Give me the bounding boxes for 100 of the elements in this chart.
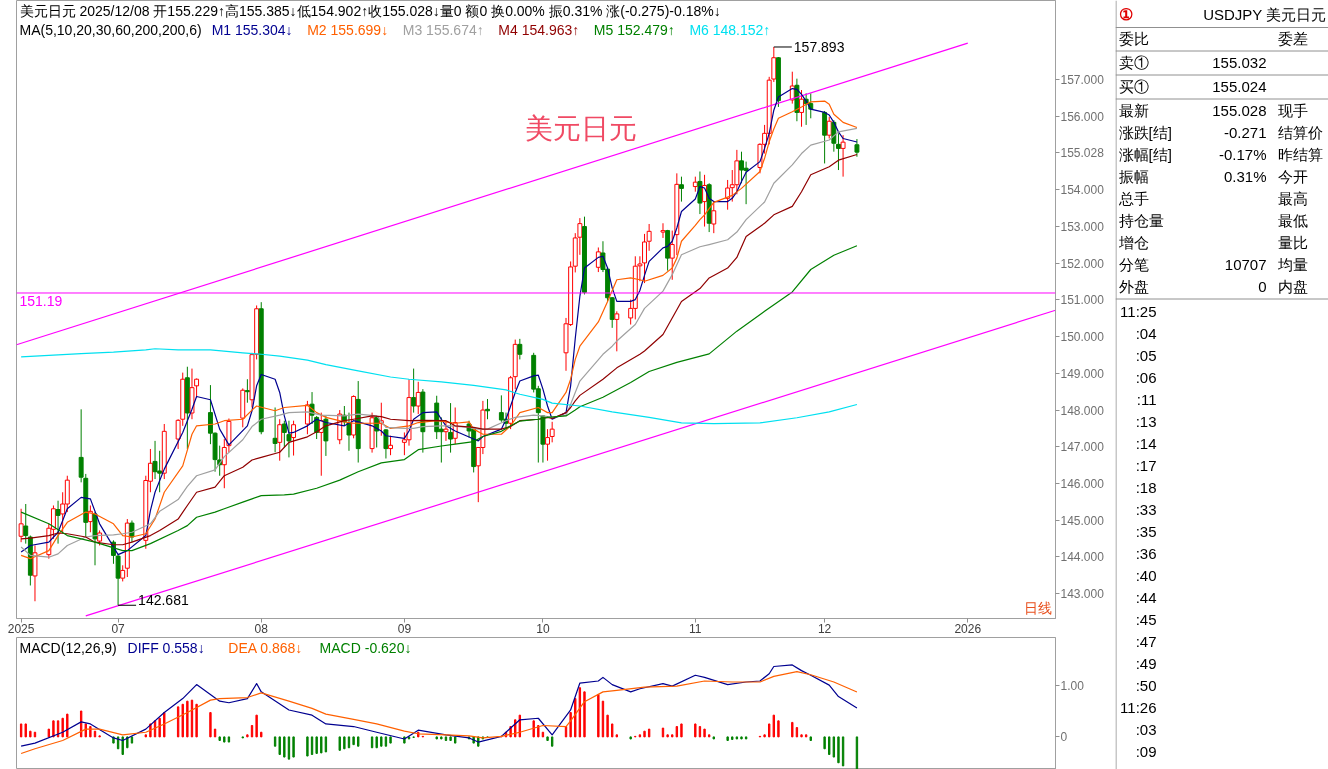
- y-tick-label: 153.000: [1060, 220, 1105, 235]
- category-label: 最高: [1277, 190, 1308, 207]
- y-tick-label: 145.000: [1060, 513, 1105, 528]
- category-label: 持仓量: [1118, 212, 1164, 229]
- category-label: 委差: [1277, 30, 1308, 47]
- category-label: 总手: [1117, 190, 1149, 207]
- category-label: 昨结算: [1277, 146, 1323, 163]
- candlestick: [23, 503, 29, 545]
- y-tick-label: 148.000: [1060, 403, 1105, 418]
- candlestick: [498, 394, 504, 423]
- text: 155.032: [1212, 53, 1267, 71]
- candlestick: [517, 338, 523, 360]
- candlestick: [485, 398, 490, 420]
- y-tick-label: 151.000: [1060, 293, 1105, 308]
- text: USDJPY 美元日元: [1203, 6, 1327, 23]
- y-tick-label: 150.000: [1060, 330, 1105, 345]
- text: :47: [1135, 633, 1157, 650]
- text: :40: [1135, 567, 1157, 584]
- y-tick-label: 0: [1060, 730, 1068, 745]
- line-series: [20, 671, 858, 755]
- category-label: 振幅: [1118, 168, 1149, 185]
- category-label: 现手: [1277, 102, 1308, 119]
- text: :13: [1135, 413, 1157, 430]
- legend-title: MA(5,10,20,30,60,200,200,6): [19, 21, 202, 38]
- x-tick-label: 11: [689, 621, 702, 636]
- x-tick-label: 09: [397, 621, 412, 636]
- text: 155.028: [1212, 101, 1267, 119]
- candlestick: [840, 134, 846, 178]
- x-tick-label: 10: [536, 621, 550, 636]
- text: DEA 0.868↓: [228, 639, 303, 656]
- candlestick: [711, 201, 717, 234]
- category-label: 分笔: [1118, 256, 1149, 273]
- category-label: 今开: [1277, 168, 1308, 185]
- y-tick-label: 154.000: [1060, 183, 1105, 198]
- text: :45: [1135, 611, 1157, 628]
- text: M1 155.304↓: [211, 21, 293, 38]
- candlestick: [549, 421, 555, 443]
- chart-title: 美元日元 2025/12/08 开155.229↑高155.385↓低154.902↑收155.028↓量0 额0 换0.00% 振0.31% 涨(-0.275)-0.18%↓: [19, 2, 721, 19]
- category-label: 卖①: [1118, 54, 1149, 71]
- text: :11: [1136, 391, 1157, 408]
- text: :06: [1135, 369, 1157, 386]
- text: 10707: [1224, 255, 1267, 273]
- candlestick: [660, 222, 666, 239]
- text: :49: [1135, 655, 1157, 672]
- text: MACD -0.620↓: [319, 639, 412, 656]
- y-tick-label: 147.000: [1060, 440, 1105, 455]
- text: M3 155.674↑: [402, 21, 484, 38]
- category-label: 买①: [1118, 78, 1149, 95]
- category-label: 量比: [1277, 234, 1308, 251]
- candlestick: [383, 428, 389, 459]
- y-tick-label: 1.00: [1060, 678, 1085, 693]
- candlestick: [743, 161, 749, 205]
- y-tick-label: 155.028: [1060, 145, 1105, 160]
- text: 155.024: [1212, 77, 1267, 95]
- candlestick: [697, 171, 703, 215]
- text: M6 148.152↑: [689, 21, 771, 38]
- candlestick: [799, 89, 804, 128]
- text: :14: [1135, 435, 1157, 452]
- text: 0: [1258, 277, 1267, 295]
- text: -0.17%: [1218, 146, 1267, 163]
- category-label: 外盘: [1118, 278, 1149, 295]
- category-label: 内盘: [1277, 278, 1308, 295]
- chart-title: MACD(12,26,9): [19, 639, 117, 656]
- ref-line-label: 151.19: [19, 292, 63, 309]
- category-label: 均量: [1277, 256, 1308, 273]
- text: ①: [1118, 6, 1133, 23]
- text: M4 154.963↑: [498, 21, 580, 38]
- category-label: 最低: [1277, 212, 1308, 229]
- text: :33: [1135, 501, 1157, 518]
- text: 11:25: [1120, 303, 1157, 320]
- category-label: 委比: [1118, 30, 1149, 47]
- candlestick: [725, 179, 731, 211]
- text: M5 152.479↑: [593, 21, 675, 38]
- y-tick-label: 146.000: [1060, 476, 1105, 491]
- annotation: 日线: [1023, 599, 1052, 616]
- text: DIFF 0.558↓: [127, 639, 205, 656]
- text: M2 155.699↓: [307, 21, 389, 38]
- annotation: 142.681: [138, 592, 189, 609]
- x-tick-label: 12: [817, 621, 832, 636]
- text: :05: [1135, 347, 1157, 364]
- text: :03: [1135, 721, 1157, 738]
- y-tick-label: 157.000: [1060, 73, 1105, 88]
- text: :09: [1135, 743, 1157, 760]
- annotation: 美元日元: [524, 112, 637, 144]
- x-tick-label: 08: [254, 621, 269, 636]
- candlestick: [323, 415, 329, 457]
- y-tick-label: 156.000: [1060, 109, 1105, 124]
- annotation: 157.893: [793, 39, 845, 55]
- text: :35: [1135, 523, 1157, 540]
- candlestick: [64, 475, 70, 513]
- candlestick: [18, 508, 24, 543]
- y-tick-label: 144.000: [1060, 550, 1105, 565]
- candlestick: [822, 110, 828, 164]
- text: :18: [1135, 479, 1157, 496]
- candlestick: [272, 406, 278, 453]
- text: 0.31%: [1223, 168, 1267, 185]
- candlestick: [291, 420, 297, 457]
- category-label: 最新: [1118, 102, 1149, 119]
- line-series: [20, 348, 858, 425]
- candlestick: [286, 420, 292, 458]
